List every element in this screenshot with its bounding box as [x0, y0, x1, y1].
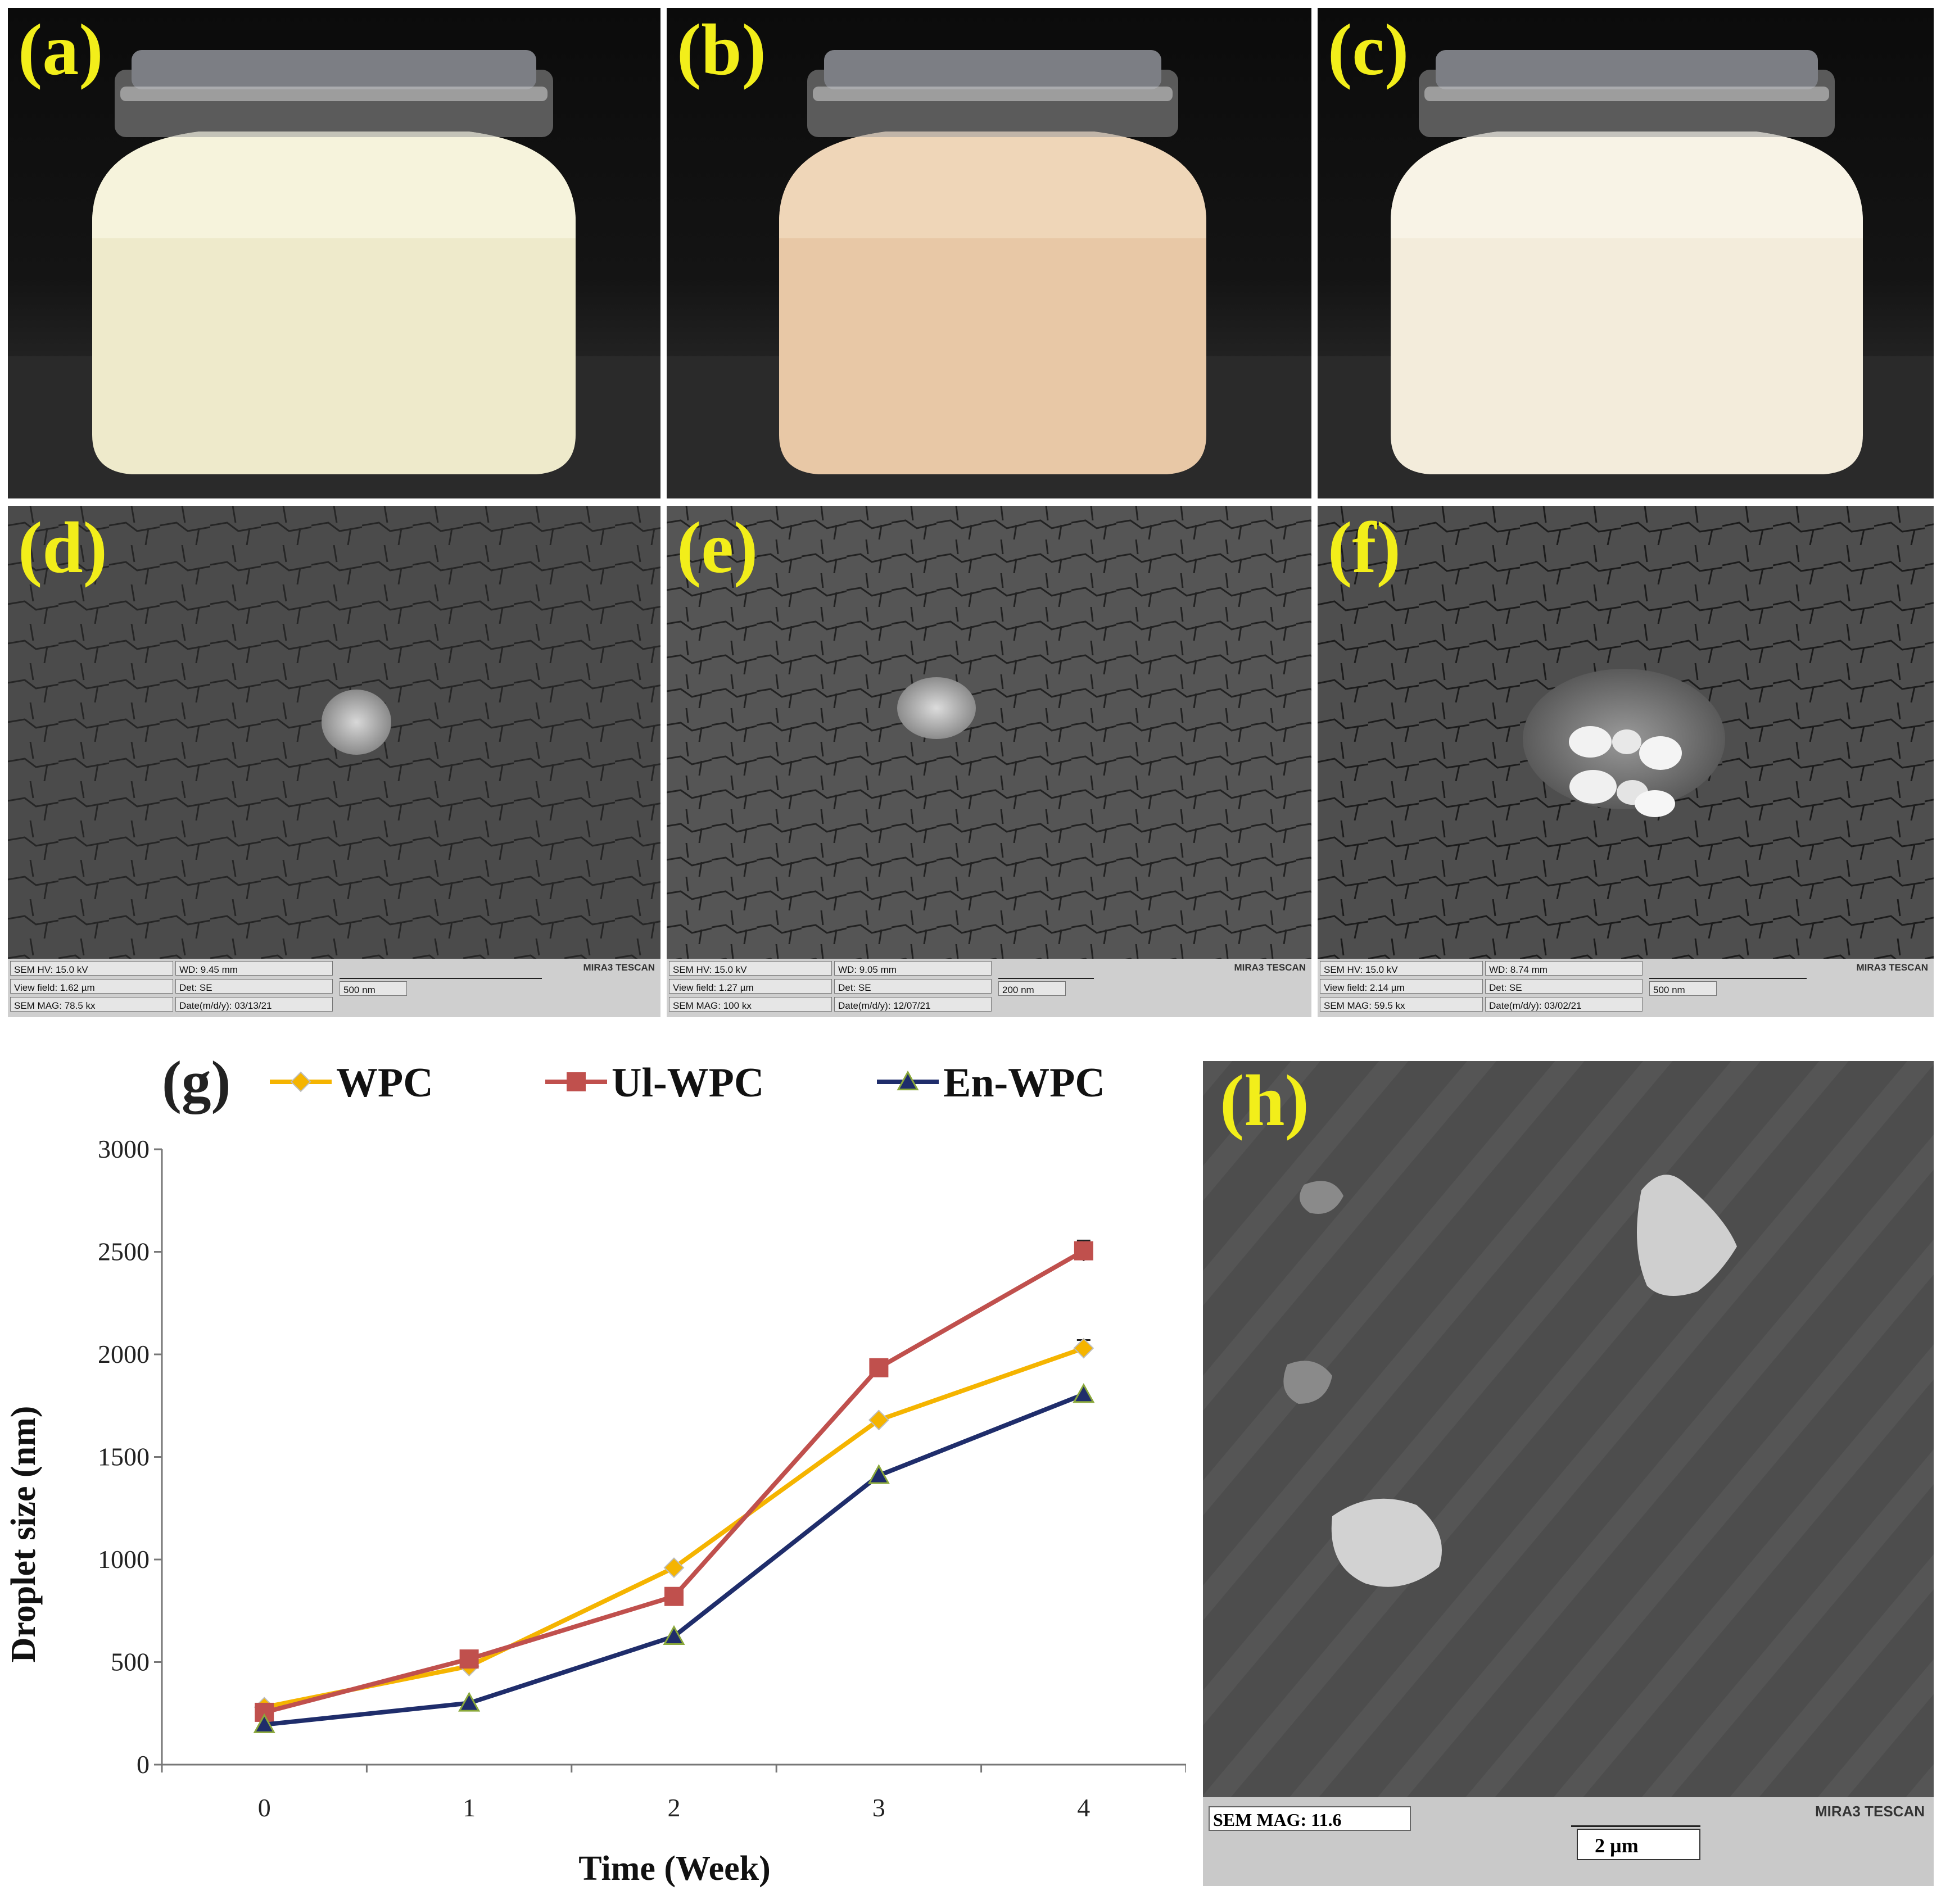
panel-label-g: (g): [162, 1049, 230, 1114]
data-point-ul-wpc: [1074, 1241, 1093, 1261]
panel-label-a: (a): [18, 10, 103, 90]
chart-legend: WPC Ul-WPC En-WPC: [270, 1060, 1105, 1106]
data-point-en-wpc: [663, 1625, 685, 1645]
chart-axes: 0 500 1000 1500 2000 2500 3000 0 1 2 3 4: [98, 1135, 1187, 1822]
sem-wd: WD: 9.05 mm: [834, 961, 992, 976]
x-tick-label: 2: [668, 1793, 681, 1822]
panel-f-sem: (f) SEM HV: 15.0 kV WD: 8.74 mm View fie…: [1318, 506, 1934, 1017]
sem-wd: WD: 8.74 mm: [1485, 961, 1643, 976]
data-point-wpc: [1073, 1338, 1094, 1359]
jar-image-c: [1318, 50, 1934, 498]
sem-mag: SEM MAG: 59.5 kx: [1320, 997, 1483, 1012]
sem-hv: SEM HV: 15.0 kV: [1320, 961, 1483, 976]
scale-bar: [340, 962, 542, 979]
sem-date: Date(m/d/y): 03/02/21: [1485, 997, 1643, 1012]
jar-image-b: [667, 50, 1311, 498]
sem-det: Det: SE: [834, 979, 992, 994]
sem-date: Date(m/d/y): 12/07/21: [834, 997, 992, 1012]
data-point-wpc: [868, 1409, 889, 1431]
panel-label-h: (h): [1220, 1061, 1309, 1141]
x-tick-label: 3: [872, 1793, 885, 1822]
sem-brand: MIRA3 TESCAN: [1815, 1803, 1925, 1820]
data-point-en-wpc: [867, 1464, 890, 1484]
panel-label-b: (b): [677, 10, 766, 90]
sem-info-bar-e: SEM HV: 15.0 kV WD: 9.05 mm View field: …: [667, 959, 1311, 1017]
sem-image-h: [1203, 1061, 1934, 1797]
sem-image-d: [8, 506, 660, 959]
sem-date: Date(m/d/y): 03/13/21: [175, 997, 333, 1012]
droplet-size-chart: (g) WPC Ul-WPC En-WPC 0 500 1000 1500 2000 2500…: [4, 1049, 1187, 1888]
sem-info-bar-d: SEM HV: 15.0 kV WD: 9.45 mm View field: …: [8, 959, 660, 1017]
legend-label-wpc: WPC: [336, 1060, 433, 1106]
sem-info-bar-f: SEM HV: 15.0 kV WD: 8.74 mm View field: …: [1318, 959, 1934, 1017]
scale-label: 500 nm: [340, 981, 407, 996]
sem-image-e: [667, 506, 1311, 959]
panel-label-f: (f): [1328, 507, 1401, 588]
sem-det: Det: SE: [175, 979, 333, 994]
data-point-ul-wpc: [459, 1649, 479, 1669]
legend-marker-ul-wpc: [567, 1072, 586, 1091]
jar-image-a: [8, 50, 660, 498]
sem-info-bar-h: SEM MAG: 11.6 2 µm MIRA3 TESCAN: [1203, 1797, 1934, 1886]
legend-label-en-wpc: En-WPC: [943, 1060, 1105, 1106]
x-tick-label: 1: [463, 1793, 476, 1822]
sem-view-field: View field: 2.14 µm: [1320, 979, 1483, 994]
sem-mag: SEM MAG: 11.6: [1209, 1806, 1411, 1831]
y-tick-label: 3000: [98, 1135, 150, 1163]
panel-label-e: (e): [677, 507, 758, 588]
sem-mag: SEM MAG: 100 kx: [669, 997, 832, 1012]
panel-a-photo: (a): [8, 8, 660, 498]
x-tick-label: 0: [258, 1793, 271, 1822]
sem-hv: SEM HV: 15.0 kV: [10, 961, 173, 976]
panel-g-chart: (g) WPC Ul-WPC En-WPC 0 500 1000 1500 2000 2500…: [0, 1034, 1187, 1901]
sem-det: Det: SE: [1485, 979, 1643, 994]
data-point-en-wpc: [253, 1713, 275, 1733]
y-axis-label: Droplet size (nm): [4, 1406, 43, 1663]
sem-wd: WD: 9.45 mm: [175, 961, 333, 976]
x-axis-label: Time (Week): [578, 1849, 771, 1888]
scale-label: 500 nm: [1649, 981, 1717, 996]
sem-brand: MIRA3 TESCAN: [583, 962, 655, 973]
scale-label: 2 µm: [1577, 1829, 1700, 1860]
sem-mag: SEM MAG: 78.5 kx: [10, 997, 173, 1012]
data-point-en-wpc: [1073, 1383, 1095, 1403]
y-tick-label: 1500: [98, 1443, 150, 1471]
x-tick-label: 4: [1077, 1793, 1090, 1822]
panel-d-sem: (d) SEM HV: 15.0 kV WD: 9.45 mm View fie…: [8, 506, 660, 1017]
sem-image-f: [1318, 506, 1934, 959]
y-tick-label: 0: [137, 1750, 150, 1779]
sem-hv: SEM HV: 15.0 kV: [669, 961, 832, 976]
legend-label-ul-wpc: Ul-WPC: [612, 1060, 764, 1106]
scale-bar: [1649, 962, 1807, 979]
y-tick-label: 1000: [98, 1545, 150, 1574]
panel-c-photo: (c): [1318, 8, 1934, 498]
sem-brand: MIRA3 TESCAN: [1856, 962, 1928, 973]
y-tick-label: 2000: [98, 1340, 150, 1368]
panel-e-sem: (e) SEM HV: 15.0 kV WD: 9.05 mm View fie…: [667, 506, 1311, 1017]
data-point-ul-wpc: [664, 1586, 684, 1606]
panel-b-photo: (b): [667, 8, 1311, 498]
scale-bar: [1571, 1805, 1700, 1827]
data-point-ul-wpc: [869, 1358, 889, 1377]
sem-brand: MIRA3 TESCAN: [1234, 962, 1306, 973]
y-tick-label: 500: [111, 1648, 150, 1676]
data-point-wpc: [663, 1557, 685, 1579]
series-line-wpc: [264, 1346, 1085, 1710]
chart-marks: [253, 1239, 1095, 1733]
legend-marker-en-wpc: [897, 1070, 919, 1091]
sem-view-field: View field: 1.62 µm: [10, 979, 173, 994]
scale-label: 200 nm: [998, 981, 1066, 996]
data-point-en-wpc: [458, 1692, 481, 1712]
panel-label-d: (d): [18, 507, 107, 588]
sem-view-field: View field: 1.27 µm: [669, 979, 832, 994]
scale-bar: [998, 962, 1094, 979]
panel-h-sem: (h) SEM MAG: 11.6 2 µm MIRA3 TESCAN: [1203, 1061, 1934, 1886]
legend-marker-wpc: [290, 1071, 311, 1092]
y-tick-label: 2500: [98, 1237, 150, 1266]
panel-label-c: (c): [1328, 10, 1409, 90]
